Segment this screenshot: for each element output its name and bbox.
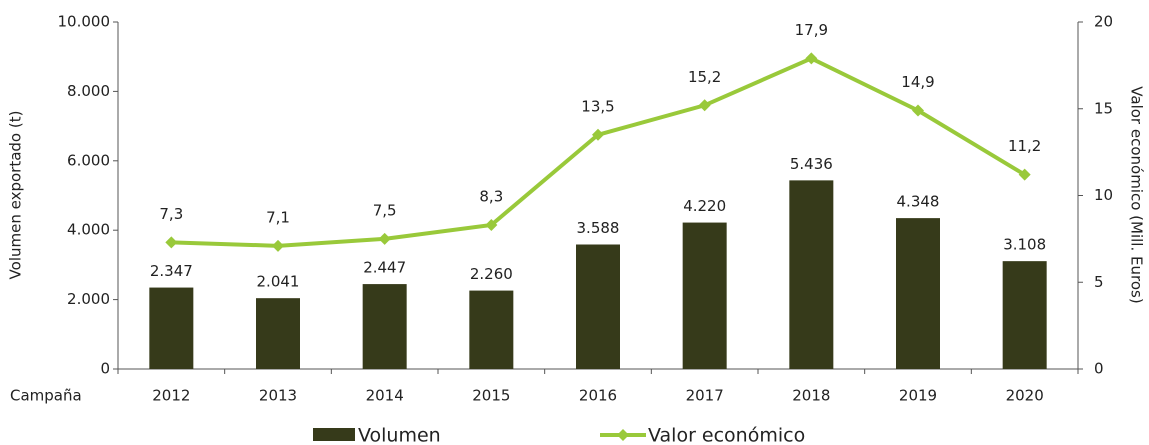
legend-label: Valor económico bbox=[648, 425, 805, 445]
x-tick-label: 2020 bbox=[1006, 387, 1044, 405]
bar-value-label: 5.436 bbox=[790, 155, 833, 173]
x-tick-label: 2014 bbox=[366, 387, 404, 405]
line-value-label: 14,9 bbox=[901, 73, 934, 91]
x-tick-label: 2015 bbox=[472, 387, 510, 405]
x-tick-label: 2017 bbox=[686, 387, 724, 405]
line-marker bbox=[805, 52, 818, 65]
legend-label: Volumen bbox=[358, 425, 441, 445]
line-marker bbox=[485, 218, 498, 231]
line-value-label: 7,1 bbox=[266, 208, 290, 226]
bar-value-label: 2.260 bbox=[470, 265, 513, 283]
bar bbox=[789, 180, 834, 369]
bar bbox=[896, 218, 940, 369]
line-marker bbox=[1018, 168, 1031, 181]
line-value-label: 17,9 bbox=[795, 21, 828, 39]
line-marker bbox=[378, 232, 391, 245]
y2-tick-label: 5 bbox=[1094, 273, 1104, 291]
bar bbox=[256, 298, 300, 369]
line-marker bbox=[698, 99, 711, 112]
line-marker bbox=[272, 239, 284, 252]
line-value-label: 13,5 bbox=[581, 97, 614, 115]
legend-marker bbox=[617, 429, 629, 441]
bar-value-label: 4.220 bbox=[683, 197, 726, 215]
bar-value-label: 2.347 bbox=[150, 262, 193, 280]
x-tick-label: 2016 bbox=[579, 387, 617, 405]
bar-value-label: 2.447 bbox=[363, 259, 406, 277]
x-tick-label: 2018 bbox=[792, 387, 830, 405]
line-marker bbox=[165, 236, 178, 249]
y2-tick-label: 10 bbox=[1094, 186, 1113, 204]
y-tick-label: 10.000 bbox=[58, 13, 111, 31]
bar-value-label: 3.108 bbox=[1003, 236, 1046, 254]
bar bbox=[1002, 261, 1047, 369]
y2-tick-label: 0 bbox=[1094, 360, 1104, 378]
line-value-label: 11,2 bbox=[1008, 137, 1041, 155]
bar bbox=[362, 284, 407, 369]
line bbox=[171, 56, 1026, 248]
line-marker bbox=[912, 104, 924, 117]
y-tick-label: 8.000 bbox=[67, 82, 110, 100]
y-tick-label: 2.000 bbox=[67, 290, 110, 308]
legend-swatch bbox=[313, 428, 355, 441]
x-tick-label: 2012 bbox=[152, 387, 190, 405]
bar bbox=[469, 290, 514, 369]
bar bbox=[576, 244, 620, 369]
bar-value-label: 4.348 bbox=[897, 193, 940, 211]
line-value-label: 8,3 bbox=[479, 187, 503, 205]
line-value-label: 7,3 bbox=[159, 205, 183, 223]
line-value-label: 7,5 bbox=[373, 201, 397, 219]
bar-value-label: 3.588 bbox=[577, 219, 620, 237]
y-tick-label: 6.000 bbox=[67, 151, 110, 169]
x-tick-label: 2013 bbox=[259, 387, 297, 405]
bar-value-label: 2.041 bbox=[257, 273, 300, 291]
bar bbox=[682, 222, 727, 369]
y2-axis-label: Valor económico (Mill. Euros) bbox=[1128, 86, 1146, 303]
x-axis-label: Campaña bbox=[10, 387, 82, 405]
y-tick-label: 4.000 bbox=[67, 221, 110, 239]
y-axis-label: Volumen exportado (t) bbox=[7, 111, 25, 280]
line-marker bbox=[592, 128, 604, 141]
line-value-label: 15,2 bbox=[688, 68, 721, 86]
y2-tick-label: 15 bbox=[1094, 99, 1113, 117]
bar bbox=[149, 287, 194, 369]
y-tick-label: 0 bbox=[100, 360, 110, 378]
x-tick-label: 2019 bbox=[899, 387, 937, 405]
y2-tick-label: 20 bbox=[1094, 13, 1113, 31]
